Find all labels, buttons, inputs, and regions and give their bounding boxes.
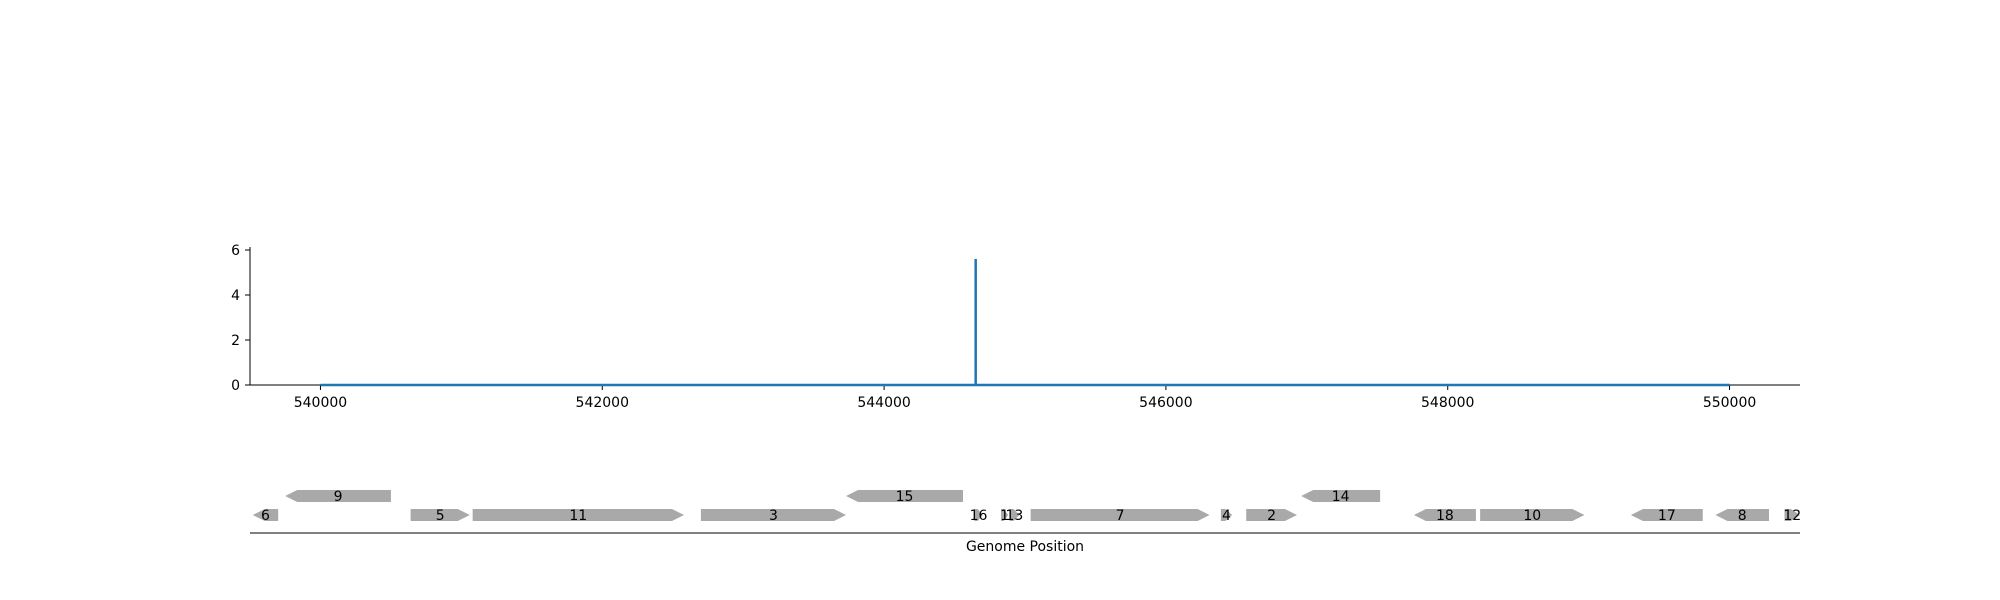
gene-arrow — [1630, 509, 1703, 521]
gene-arrow — [1784, 509, 1800, 521]
gene-label: 18 — [1436, 508, 1454, 524]
x-tick-label: 548000 — [1421, 395, 1474, 411]
gene-arrow — [1715, 509, 1769, 521]
gene-arrow — [1246, 509, 1297, 521]
gene-label: 2 — [1267, 508, 1276, 524]
x-tick-label: 550000 — [1703, 395, 1756, 411]
gene-label: 8 — [1738, 508, 1747, 524]
gene-label: 3 — [769, 508, 778, 524]
gene-label: 9 — [334, 489, 343, 505]
gene-label: 11 — [569, 508, 587, 524]
gene-label: 7 — [1116, 508, 1125, 524]
x-axis-title: Genome Position — [966, 539, 1084, 555]
gene-label: 12 — [1783, 508, 1801, 524]
y-tick-label: 0 — [231, 378, 240, 394]
gene-arrow — [700, 509, 847, 521]
gene-label: 1 — [1000, 508, 1009, 524]
x-tick-label: 546000 — [1139, 395, 1192, 411]
gene-label: 10 — [1523, 508, 1541, 524]
gene-label: 16 — [970, 508, 988, 524]
gene-arrow — [846, 490, 963, 502]
gene-label: 13 — [1006, 508, 1024, 524]
x-tick-label: 542000 — [576, 395, 629, 411]
y-tick-label: 2 — [231, 333, 240, 349]
gene-arrow — [285, 490, 391, 502]
x-tick-label: 544000 — [857, 395, 910, 411]
coverage-plot: 0 2 4 6 540000 542000 544000 546000 548000 550000 — [231, 243, 1800, 411]
gene-arrow — [1413, 509, 1476, 521]
gene-arrow — [1220, 509, 1233, 521]
y-tick-label: 6 — [231, 243, 240, 259]
gene-arrow — [1301, 490, 1381, 502]
gene-label: 14 — [1332, 489, 1350, 505]
gene-label: 17 — [1658, 508, 1676, 524]
coverage-series-line — [320, 259, 1730, 387]
x-tick-label: 540000 — [294, 395, 347, 411]
y-tick-label: 4 — [231, 288, 240, 304]
gene-arrow — [252, 509, 279, 521]
gene-label: 15 — [896, 489, 914, 505]
gene-arrow — [1009, 509, 1020, 521]
gene-arrow — [1030, 509, 1210, 521]
gene-arrow — [1480, 509, 1585, 521]
gene-label: 5 — [436, 508, 445, 524]
gene-label: 6 — [261, 508, 270, 524]
gene-label: 4 — [1222, 508, 1231, 524]
gene-arrow — [472, 509, 684, 521]
gene-arrow — [974, 509, 983, 521]
gene-arrow — [410, 509, 470, 521]
gene-arrow — [1001, 509, 1009, 521]
